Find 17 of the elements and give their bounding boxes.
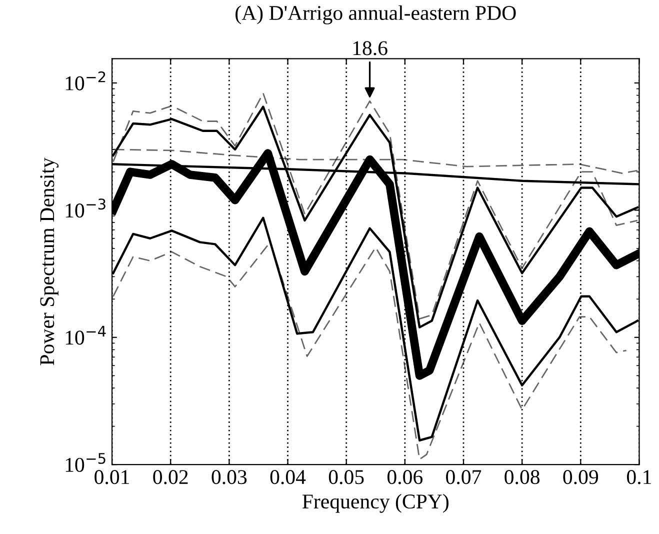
x-tick-label: 0.09: [563, 470, 598, 484]
y-tick-label: 10$^{−3}$: [66, 198, 106, 218]
x-tick-label: 0.03: [212, 470, 247, 484]
x-tick-label: 0.01: [94, 470, 130, 484]
y-tick-label: 10$^{−4}$: [66, 326, 106, 345]
chart-title: (A) D'Arrigo annual-eastern PDO: [236, 5, 516, 24]
x-tick-label: 0.06: [387, 470, 423, 484]
x-tick-label: 0.02: [153, 470, 188, 484]
x-tick-label: 0.07: [446, 470, 482, 484]
x-tick-label: 0.05: [328, 470, 364, 484]
annotation: 18.6: [353, 41, 388, 56]
x-tick-label: 0.1: [627, 470, 651, 484]
y-axis-title: Power Spectrum Density: [40, 158, 58, 366]
x-axis-title: Frequency (CPY): [302, 494, 448, 513]
x-tick-label: 0.04: [270, 470, 306, 484]
y-tick-label: 10$^{−2}$: [66, 71, 106, 90]
x-tick-label: 0.08: [504, 470, 540, 484]
